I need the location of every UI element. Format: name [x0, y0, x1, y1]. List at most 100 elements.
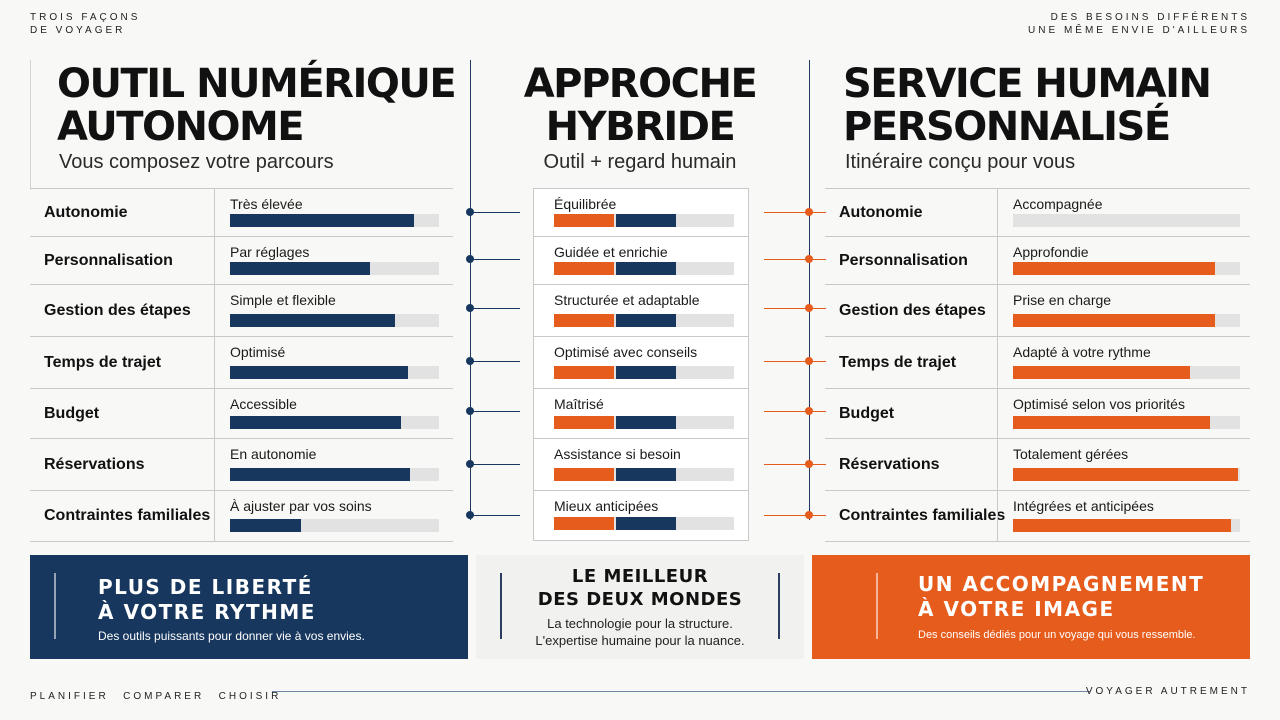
human-bar-track: [1013, 468, 1240, 481]
human-bar-track: [1013, 366, 1240, 379]
hybrid-bar-track: [554, 262, 734, 275]
digital-bar-track: [230, 366, 439, 379]
digital-bar-fill: [230, 468, 410, 481]
human-bar-fill: [1013, 366, 1191, 379]
panel-support: UN ACCOMPAGNEMENT À VOTRE IMAGE Des cons…: [812, 555, 1250, 659]
footer-word-choose: CHOISIR: [218, 691, 282, 702]
row-separator: [214, 439, 215, 490]
row-label: Autonomie: [839, 203, 923, 221]
connector-line-left: [470, 212, 520, 213]
human-row: Budget Optimisé selon vos priorités: [825, 389, 1250, 439]
row-separator: [997, 337, 998, 388]
row-label: Contraintes familiales: [44, 507, 211, 524]
human-row: Contraintes familiales Intégrées et antic…: [825, 491, 1250, 542]
hybrid-value: Structurée et adaptable: [554, 292, 700, 308]
connector-line-left: [470, 464, 520, 465]
hybrid-value: Optimisé avec conseils: [554, 344, 698, 360]
row-separator: [214, 237, 215, 284]
hybrid-bar-tool-segment: [554, 214, 614, 227]
hybrid-row: Maîtrisé: [534, 389, 748, 439]
hybrid-title: APPROCHE HYBRIDE: [523, 61, 758, 150]
hybrid-bar-track: [554, 314, 734, 327]
digital-bar-track: [230, 214, 439, 227]
footer-right: VOYAGER AUTREMENT: [1085, 686, 1250, 697]
left-edge-line: [30, 60, 31, 190]
connector-line-right: [764, 411, 826, 412]
digital-bar-track: [230, 468, 439, 481]
human-bar-track: [1013, 416, 1240, 429]
row-separator: [214, 389, 215, 438]
digital-title: OUTIL NUMÉRIQUE AUTONOME: [57, 61, 457, 150]
hybrid-row: Optimisé avec conseils: [534, 337, 748, 389]
digital-bar-track: [230, 262, 439, 275]
row-label: Réservations: [839, 455, 940, 473]
human-value: Intégrées et anticipées: [1013, 498, 1154, 514]
digital-table: Autonomie Très élevée Personnalisation Par …: [30, 188, 453, 542]
connector-line-left: [470, 515, 520, 516]
human-table: Autonomie Accompagnée Personnalisation Appr…: [825, 188, 1250, 542]
human-bar-track: [1013, 262, 1240, 275]
human-row: Autonomie Accompagnée: [825, 189, 1250, 237]
hybrid-bar-track: [554, 416, 734, 429]
footer-word-plan: PLANIFIER: [30, 691, 109, 702]
digital-row: Gestion des étapes Simple et flexible: [30, 285, 453, 337]
human-bar-track: [1013, 519, 1240, 532]
connector-line-left: [470, 361, 520, 362]
connector-line-right: [764, 212, 826, 213]
row-separator: [997, 389, 998, 438]
human-value: Approfondie: [1013, 244, 1089, 260]
digital-bar-fill: [230, 416, 402, 429]
connector-dot-left: [466, 407, 474, 415]
human-value: Adapté à votre rythme: [1013, 344, 1151, 360]
digital-subtitle: Vous composez votre parcours: [59, 151, 334, 173]
digital-bar-fill: [230, 366, 408, 379]
hybrid-bar-tool-segment: [554, 416, 614, 429]
hybrid-bar-track: [554, 366, 734, 379]
row-label: Personnalisation: [839, 251, 968, 269]
connector-dot-right: [805, 407, 813, 415]
digital-value: Simple et flexible: [230, 292, 336, 308]
hybrid-bar-human-segment: [616, 468, 676, 481]
connector-dot-right: [805, 511, 813, 519]
hybrid-bar-human-segment: [616, 314, 676, 327]
digital-value: Optimisé: [230, 344, 286, 360]
hybrid-bar-tool-segment: [554, 262, 614, 275]
hybrid-bar-track: [554, 517, 734, 530]
human-value: Accompagnée: [1013, 196, 1103, 212]
human-bar-fill: [1013, 468, 1238, 481]
row-label: Gestion des étapes: [839, 301, 986, 319]
human-subtitle: Itinéraire conçu pour vous: [845, 151, 1076, 173]
connector-dot-left: [466, 255, 474, 263]
human-bar-fill: [1013, 262, 1216, 275]
hybrid-row: Assistance si besoin: [534, 439, 748, 491]
hybrid-bar-human-segment: [616, 214, 676, 227]
hybrid-row: Structurée et adaptable: [534, 285, 748, 337]
row-label: Temps de trajet: [839, 353, 957, 371]
digital-bar-fill: [230, 262, 371, 275]
hybrid-bar-tool-segment: [554, 517, 614, 530]
panel-support-text: Des conseils dédiés pour un voyage qui v…: [918, 629, 1196, 641]
hybrid-bar-human-segment: [616, 517, 676, 530]
digital-value: À ajuster par vos soins: [230, 498, 372, 514]
footer-word-compare: COMPARER: [123, 691, 205, 702]
human-value: Totalement gérées: [1013, 446, 1129, 462]
row-separator: [214, 285, 215, 336]
connector-dot-right: [805, 357, 813, 365]
digital-bar-track: [230, 314, 439, 327]
panel-support-title: UN ACCOMPAGNEMENT À VOTRE IMAGE: [918, 572, 1205, 621]
human-bar-track: [1013, 314, 1240, 327]
panel-support-rule: [876, 573, 878, 639]
panel-best-rule-right: [778, 573, 780, 639]
human-row: Gestion des étapes Prise en charge: [825, 285, 1250, 337]
hybrid-value: Maîtrisé: [554, 396, 604, 412]
hybrid-value: Guidée et enrichie: [554, 244, 668, 260]
human-value: Optimisé selon vos priorités: [1013, 396, 1185, 412]
panel-best: LE MEILLEUR DES DEUX MONDES La technolog…: [476, 555, 804, 659]
human-row: Temps de trajet Adapté à votre rythme: [825, 337, 1250, 389]
digital-bar-fill: [230, 214, 414, 227]
header-left: TROIS FAÇONS DE VOYAGER: [30, 12, 141, 36]
hybrid-bar-human-segment: [616, 416, 676, 429]
hybrid-bar-tool-segment: [554, 314, 614, 327]
row-label: Contraintes familiales: [839, 507, 1006, 524]
row-separator: [214, 337, 215, 388]
